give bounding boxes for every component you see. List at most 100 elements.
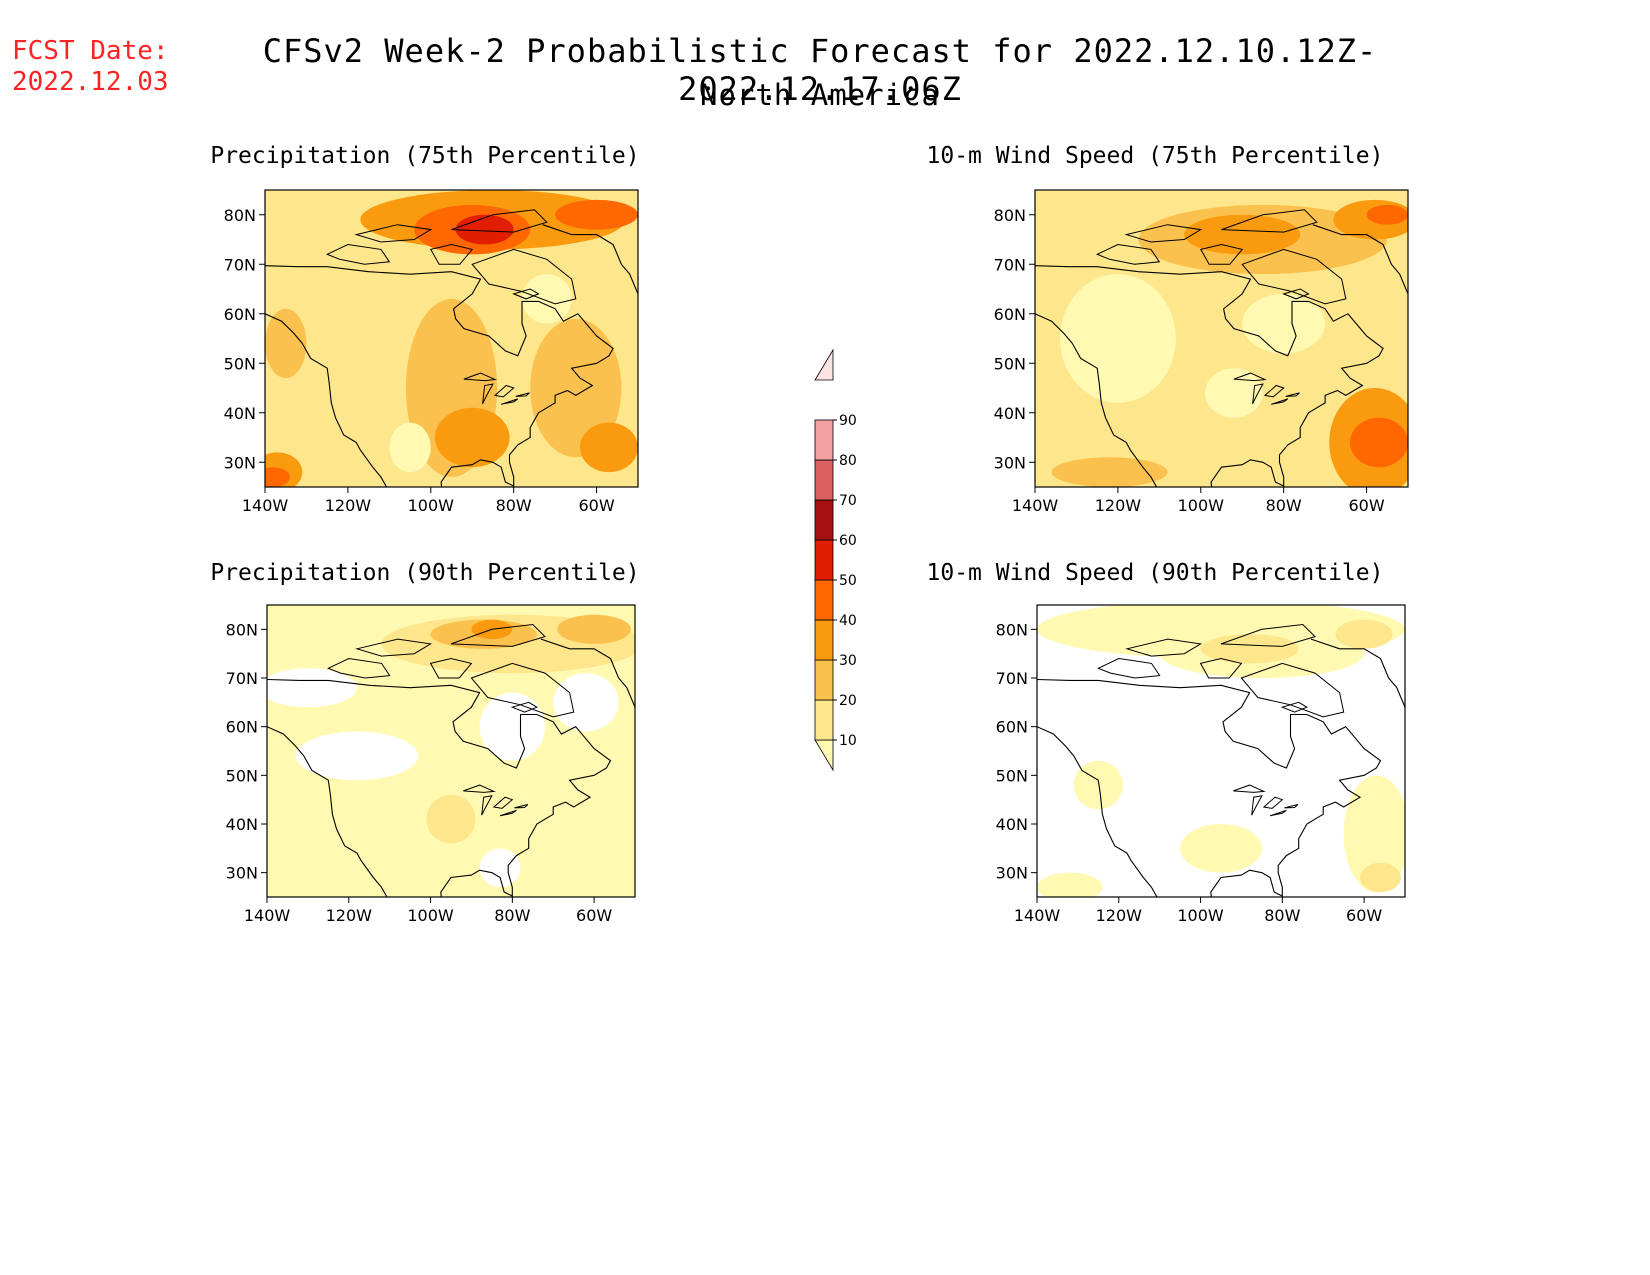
lat-tick-label: 60N (994, 305, 1026, 324)
coastline (1035, 265, 1384, 487)
lon-tick-label: 140W (242, 496, 289, 515)
lat-tick-label: 50N (224, 354, 256, 373)
probability-contour (1037, 872, 1103, 897)
colorbar-swatch (814, 419, 834, 461)
colorbar-label: 20 (839, 693, 857, 709)
arctic-island (512, 288, 540, 300)
probability-contour (1366, 204, 1408, 225)
arctic-island (1241, 248, 1347, 305)
arctic-island (1221, 209, 1318, 233)
panel-title-precip-75: Precipitation (75th Percentile) (210, 143, 640, 169)
great-lake (1262, 796, 1284, 809)
colorbar-swatch (814, 659, 834, 701)
lat-tick-label: 80N (994, 206, 1026, 225)
colorbar-swatch (814, 619, 834, 661)
arctic-island (1280, 701, 1309, 713)
lon-tick-label: 100W (1177, 906, 1224, 925)
lon-tick-label: 80W (1264, 906, 1300, 925)
lat-tick-label: 30N (994, 453, 1026, 472)
colorbar-label: 70 (839, 493, 857, 509)
lon-tick-label: 80W (494, 906, 530, 925)
arctic-island (429, 657, 473, 679)
greenland-coastline (542, 224, 638, 315)
greenland-coastline (540, 638, 635, 728)
probability-contour (426, 794, 476, 844)
colorbar-swatch (814, 739, 834, 772)
arctic-island (450, 623, 546, 647)
great-lake (1285, 392, 1300, 397)
lat-tick-label: 60N (224, 305, 256, 324)
arctic-island (1095, 243, 1161, 265)
probability-contour (553, 673, 619, 732)
lon-tick-label: 140W (1014, 906, 1061, 925)
colorbar-swatch (814, 348, 834, 381)
great-lake (499, 809, 517, 817)
colorbar-swatch (814, 459, 834, 501)
main-title: CFSv2 Week-2 Probabilistic Forecast for … (262, 32, 1378, 108)
panel-title-wind-90: 10-m Wind Speed (90th Percentile) (926, 560, 1384, 586)
lon-tick-label: 120W (325, 496, 372, 515)
lat-tick-label: 80N (224, 206, 256, 225)
lon-tick-label: 60W (1346, 906, 1382, 925)
probability-contour (579, 422, 638, 473)
lat-tick-label: 60N (996, 718, 1028, 737)
arctic-island (471, 248, 577, 305)
lon-tick-label: 120W (326, 906, 373, 925)
great-lake (1284, 804, 1299, 809)
probability-contour (1242, 293, 1326, 354)
great-lake (1263, 384, 1285, 398)
great-lake (514, 804, 529, 809)
arctic-island (430, 243, 474, 265)
probability-contour (434, 407, 510, 468)
colorbar-label: 60 (839, 533, 857, 549)
probability-contour (1184, 214, 1301, 255)
region-title: North America (700, 78, 940, 112)
lat-tick-label: 30N (224, 453, 256, 472)
colorbar-swatch (814, 539, 834, 581)
map-frame (1036, 604, 1406, 898)
lat-tick-label: 40N (226, 815, 258, 834)
map-frame (1034, 189, 1409, 488)
great-lake (515, 392, 530, 397)
lat-tick-label: 30N (226, 864, 258, 883)
lat-tick-label: 40N (224, 404, 256, 423)
lon-tick-label: 120W (1095, 496, 1142, 515)
great-lake (1233, 372, 1267, 382)
colorbar-label: 10 (839, 733, 857, 749)
great-lake (1252, 383, 1264, 405)
forecast-date-block: FCST Date: 2022.12.03 (12, 36, 169, 98)
probability-contour (1343, 775, 1405, 893)
arctic-island (1220, 623, 1316, 647)
lat-tick-label: 80N (996, 620, 1028, 639)
colorbar-swatch (814, 579, 834, 621)
arctic-island (325, 243, 391, 265)
lat-tick-label: 50N (996, 766, 1028, 785)
great-lake (463, 372, 497, 382)
arctic-island (470, 662, 575, 718)
colorbar-label: 90 (839, 413, 857, 429)
probability-contour (555, 199, 638, 230)
lon-tick-label: 100W (408, 496, 455, 515)
lon-tick-label: 80W (496, 496, 532, 515)
great-lake (493, 384, 515, 398)
probability-contour (455, 214, 514, 245)
great-lake (1269, 809, 1287, 817)
great-lake (482, 383, 494, 405)
arctic-island (1199, 657, 1243, 679)
lat-tick-label: 50N (994, 354, 1026, 373)
probability-contour (521, 274, 572, 324)
great-lake (1233, 784, 1266, 793)
probability-contour (267, 668, 357, 708)
probability-contour (1360, 862, 1401, 893)
lon-tick-label: 100W (1178, 496, 1225, 515)
lat-tick-label: 70N (226, 669, 258, 688)
probability-contour (1335, 619, 1393, 649)
map-precip-75: 30N 40N 50N 60N 70N 80N 140W 120W 100W 80W 60W (224, 189, 639, 515)
great-lake (501, 398, 519, 405)
probability-contour (479, 848, 521, 888)
map-frame (264, 189, 639, 488)
probability-contour (1200, 634, 1299, 664)
map-frame (266, 604, 636, 898)
lat-tick-label: 50N (226, 766, 258, 785)
colorbar-label: 40 (839, 613, 857, 629)
